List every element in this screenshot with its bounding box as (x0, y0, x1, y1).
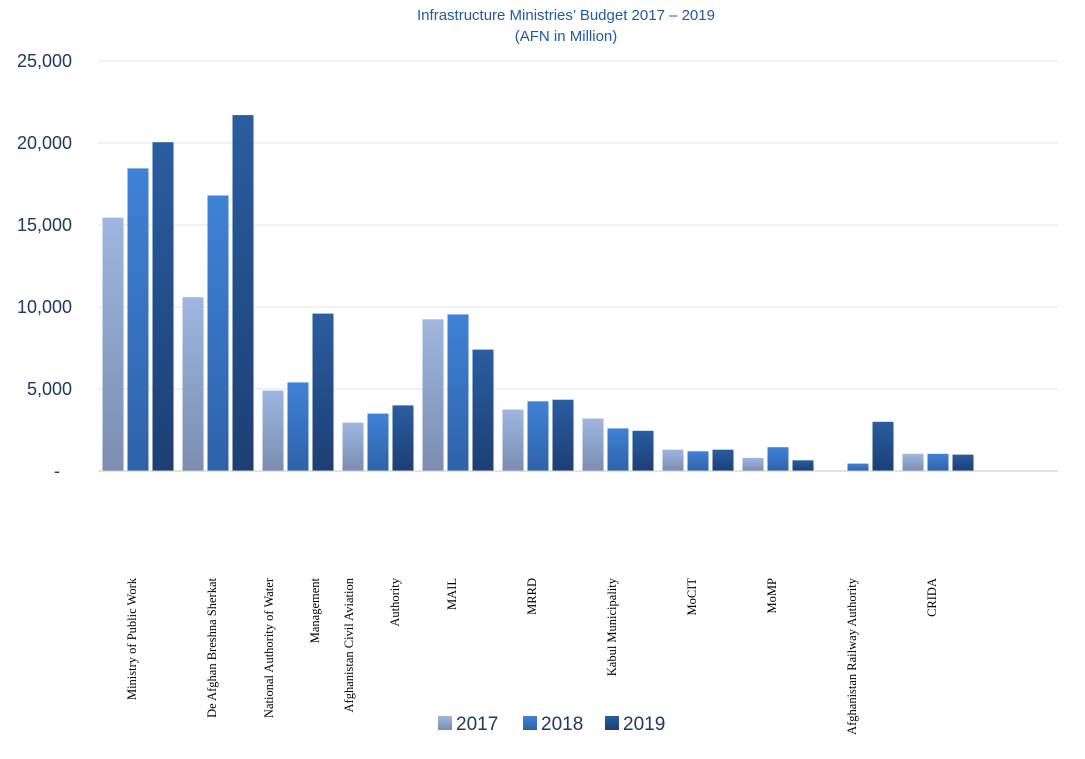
x-category-label: Kabul Municipality (605, 577, 619, 676)
bar-2019-cat-1 (152, 142, 174, 471)
x-category-label: MRRD (525, 578, 539, 615)
chart-title-line-1: Infrastructure Ministries’ Budget 2017 –… (417, 7, 715, 24)
x-category-label: Afghanistan Railway Authority (845, 577, 859, 735)
legend-label: 2018 (541, 714, 583, 735)
x-category-label: Afghanistan Civil Aviation (342, 577, 356, 712)
x-category-label: Management (308, 577, 322, 643)
bar-2018-cat-1 (127, 168, 149, 471)
legend-item-2018: 2018 (523, 714, 583, 735)
bar-2017-cat-8 (662, 449, 684, 471)
bar-2019-cat-4 (392, 405, 414, 471)
x-category-label: MAIL (445, 578, 459, 610)
bar-2017-cat-11 (902, 453, 924, 471)
bar-2019-cat-8 (712, 449, 734, 471)
gridlines (98, 60, 1058, 390)
bar-2018-cat-6 (527, 401, 549, 471)
legend-swatch (438, 716, 452, 730)
x-category-label: Authority (388, 577, 402, 626)
bar-2019-cat-6 (552, 399, 574, 471)
x-category-label: De Afghan Breshna Sherkat (205, 577, 219, 717)
chart-title-line-2: (AFN in Million) (515, 28, 618, 45)
bar-2018-cat-4 (367, 413, 389, 471)
bar-2019-cat-11 (952, 454, 974, 471)
y-tick-label: 20,000 (17, 133, 72, 153)
x-category-label: MoCIT (685, 578, 699, 616)
legend-item-2019: 2019 (605, 714, 665, 735)
chart-title: Infrastructure Ministries’ Budget 2017 –… (417, 7, 715, 45)
legend-item-2017: 2017 (438, 714, 498, 735)
bar-2019-cat-9 (792, 460, 814, 471)
bar-2019-cat-3 (312, 313, 334, 471)
y-tick-label: 25,000 (17, 51, 72, 71)
bar-2018-cat-10 (847, 463, 869, 471)
x-category-label: CRIDA (925, 578, 939, 617)
x-axis-category-labels: Ministry of Public Work De Afghan Breshna… (125, 577, 939, 735)
bar-2018-cat-5 (447, 314, 469, 471)
bar-2018-cat-7 (607, 428, 629, 471)
bar-2017-cat-7 (582, 418, 604, 471)
bar-2018-cat-8 (687, 451, 709, 471)
bar-2017-cat-3 (262, 390, 284, 471)
legend: 2017 2018 2019 (438, 714, 665, 735)
bar-2019-cat-7 (632, 430, 654, 471)
bar-2017-cat-1 (102, 217, 124, 471)
x-category-label: Ministry of Public Work (125, 577, 139, 700)
bar-2017-cat-5 (422, 319, 444, 471)
y-tick-label: 5,000 (27, 379, 72, 399)
bar-2018-cat-9 (767, 447, 789, 471)
bar-2017-cat-4 (342, 422, 364, 471)
x-category-label: National Authority of Water (262, 577, 276, 718)
bar-2018-cat-2 (207, 195, 229, 471)
bar-2017-cat-9 (742, 457, 764, 471)
bar-2018-cat-3 (287, 382, 309, 471)
y-axis-tick-labels: - 5,000 10,000 15,000 20,000 25,000 (17, 51, 72, 481)
bar-2017-cat-6 (502, 409, 524, 471)
legend-label: 2019 (623, 714, 665, 735)
y-tick-label: - (54, 461, 60, 481)
y-tick-label: 15,000 (17, 215, 72, 235)
legend-swatch (605, 716, 619, 730)
bar-2018-cat-11 (927, 453, 949, 471)
legend-swatch (523, 716, 537, 730)
bar-2019-cat-5 (472, 349, 494, 471)
bar-2017-cat-2 (182, 297, 204, 471)
x-category-label: MoMP (765, 578, 779, 613)
legend-label: 2017 (456, 714, 498, 735)
bar-2019-cat-2 (232, 115, 254, 471)
bars (102, 115, 974, 471)
bar-2019-cat-10 (872, 421, 894, 471)
y-tick-label: 10,000 (17, 297, 72, 317)
